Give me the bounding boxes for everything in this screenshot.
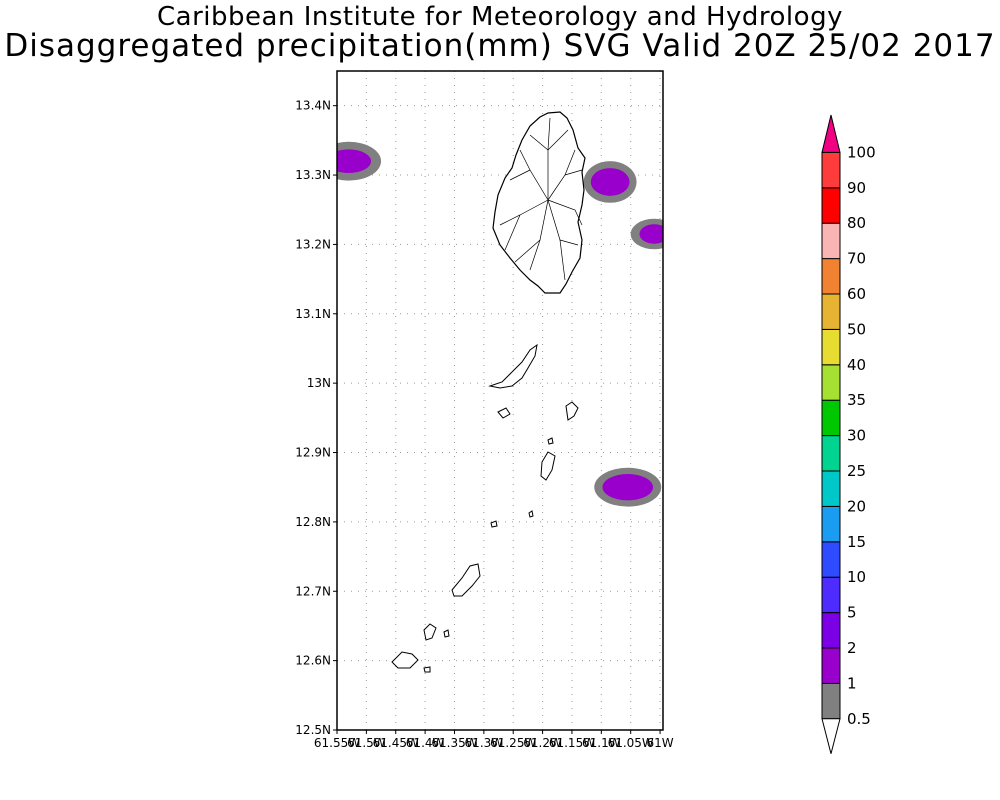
colorbar-label: 40: [847, 356, 866, 374]
petite-martinique-island: [391, 651, 419, 669]
lat-tick-label: 13.3N: [295, 168, 331, 182]
colorbar-swatch: [821, 612, 841, 649]
colorbar-label: 90: [847, 179, 866, 197]
longitude-tick-labels: 61.55W61.5W61.45W61.4W61.35W61.3W61.25W6…: [314, 730, 674, 750]
coastlines: [391, 111, 586, 673]
lon-tick-label: 61.45W: [373, 736, 419, 750]
colorbar-label: 10: [847, 568, 866, 586]
lat-tick-label: 13.4N: [295, 99, 331, 113]
graticule: [337, 71, 663, 730]
grenadine-islet-2: [490, 520, 498, 528]
lat-tick-label: 12.9N: [295, 446, 331, 460]
northwest-cell-core: [337, 149, 372, 173]
chart-title-institute: Caribbean Institute for Meteorology and …: [157, 2, 843, 32]
grenadine-islet-5: [423, 666, 431, 673]
colorbar-label: 70: [847, 250, 866, 268]
east-edge-cell-core: [639, 224, 663, 244]
saint-vincent-drainage: [499, 117, 583, 281]
colorbar-label: 35: [847, 391, 866, 409]
colorbar-label: 1: [847, 674, 857, 692]
colorbar-swatch: [821, 576, 841, 614]
latitude-tick-labels: 13.4N 13.3N 13.2N 13.1N 13N 12.9N 12.8N 12.7N 12…: [295, 99, 337, 737]
lon-tick-label: 61.3W: [465, 736, 504, 750]
colorbar-label: 30: [847, 427, 866, 445]
colorbar-label: 100: [847, 143, 876, 161]
east-grenadines-cell-core: [602, 474, 654, 501]
lat-tick-label: 12.5N: [295, 723, 331, 737]
colorbar-label: 0.5: [847, 710, 871, 728]
colorbar-swatch: [821, 435, 841, 472]
lon-tick-label: 61.4W: [406, 736, 445, 750]
colorbar-swatch: [821, 399, 841, 437]
grenadine-islet-3: [528, 510, 534, 518]
colorbar-label: 80: [847, 214, 866, 232]
carriacou-island: [423, 623, 437, 641]
colorbar-swatch: [821, 222, 841, 260]
colorbar-swatch: [821, 258, 841, 295]
lat-tick-label: 13.2N: [295, 237, 331, 251]
colorbar-swatch: [821, 151, 841, 189]
colorbar-swatch: [821, 364, 841, 401]
lon-tick-label: 61.05W: [608, 736, 654, 750]
colorbar-swatch: [821, 647, 841, 684]
lon-tick-label: 61.55W: [314, 736, 360, 750]
lat-tick-label: 13.1N: [295, 307, 331, 321]
lon-tick-label: 61.2W: [523, 736, 562, 750]
colorbar-top-arrow: [821, 114, 841, 153]
lon-tick-label: 61.35W: [431, 736, 477, 750]
colorbar-label: 20: [847, 497, 866, 515]
lon-tick-label: 61.15W: [549, 736, 595, 750]
lon-tick-label: 61W: [646, 736, 673, 750]
east-saint-vincent-cell-core: [590, 168, 630, 196]
colorbar-swatch: [821, 470, 841, 507]
colorbar-swatch: [821, 328, 841, 366]
lon-tick-label: 61.5W: [347, 736, 386, 750]
chart-title-product: Disaggregated precipitation(mm) SVG Vali…: [4, 28, 996, 64]
colorbar-label: 5: [847, 604, 857, 622]
colorbar-label: 2: [847, 639, 857, 657]
colorbar-label: 15: [847, 533, 866, 551]
lat-tick-label: 12.6N: [295, 654, 331, 668]
lon-tick-label: 61.25W: [490, 736, 536, 750]
lat-tick-label: 13N: [307, 376, 331, 390]
colorbar-swatch: [821, 187, 841, 224]
bequia-islet: [497, 407, 511, 419]
colorbar-swatch: [821, 541, 841, 578]
colorbar-swatch: [821, 293, 841, 330]
lat-tick-label: 12.7N: [295, 584, 331, 598]
colorbar-label: 25: [847, 462, 866, 480]
colorbar-label: 60: [847, 285, 866, 303]
colorbar-swatch: [821, 682, 841, 720]
rain-cells: [337, 141, 663, 507]
lon-tick-label: 61.1W: [582, 736, 621, 750]
colorbar-label: 50: [847, 320, 866, 338]
saint-vincent-island: [492, 111, 586, 294]
colorbar-bottom-arrow: [821, 718, 841, 754]
union-island: [451, 563, 481, 597]
grenadine-islet-4: [443, 629, 450, 638]
grenadine-islet-1: [547, 437, 554, 445]
canouan-island: [540, 451, 556, 481]
lat-tick-label: 12.8N: [295, 515, 331, 529]
bequia-island: [488, 343, 538, 389]
mustique-island: [565, 401, 579, 421]
colorbar-swatch: [821, 505, 841, 543]
map-frame: [336, 70, 664, 731]
